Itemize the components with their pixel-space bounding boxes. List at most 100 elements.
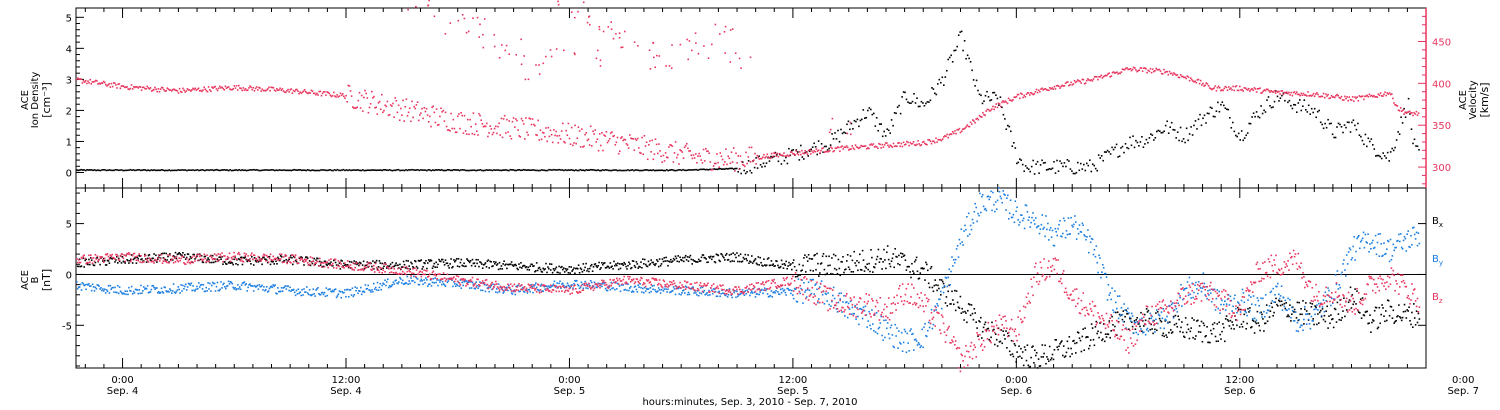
velocity-series-point bbox=[674, 141, 677, 143]
velocity-series-point bbox=[721, 158, 724, 161]
series-by-point bbox=[117, 285, 119, 287]
series-bx-point bbox=[1129, 317, 1131, 320]
series-bx-point bbox=[106, 259, 109, 262]
series-bx-point bbox=[1050, 357, 1053, 359]
series-bx-point bbox=[1063, 356, 1066, 358]
series-by-point bbox=[180, 284, 182, 286]
series-bx-point bbox=[394, 264, 396, 267]
velocity-series-point bbox=[743, 164, 745, 167]
velocity-series-point bbox=[1387, 93, 1390, 95]
density-series-point bbox=[679, 169, 681, 171]
velocity-series-point bbox=[792, 153, 794, 155]
density-series-point bbox=[637, 169, 640, 172]
series-bx-point bbox=[194, 258, 196, 260]
velocity-series-point bbox=[822, 147, 824, 149]
velocity-series-point bbox=[620, 137, 622, 139]
velocity-outlier-point bbox=[449, 22, 452, 24]
density-series-point bbox=[546, 169, 549, 172]
series-bx-point bbox=[295, 260, 298, 263]
series-bx-point bbox=[1345, 309, 1348, 311]
series-bx-point bbox=[879, 257, 882, 260]
velocity-outlier-point bbox=[686, 38, 688, 41]
density-series-point bbox=[84, 169, 87, 172]
series-bx-point bbox=[567, 272, 570, 274]
density-series-point bbox=[1310, 107, 1313, 110]
density-series-point bbox=[1395, 139, 1398, 141]
density-series-point bbox=[341, 169, 343, 171]
density-series-point bbox=[923, 105, 926, 107]
density-series-point bbox=[461, 169, 464, 171]
series-by-point bbox=[128, 286, 130, 289]
series-by-point bbox=[99, 288, 101, 290]
velocity-series-point bbox=[897, 142, 899, 144]
series-by-point bbox=[243, 281, 246, 283]
velocity-series-point bbox=[1021, 93, 1023, 95]
velocity-series-point bbox=[1382, 95, 1384, 97]
density-series-point bbox=[673, 169, 675, 172]
series-bx-point bbox=[442, 261, 445, 263]
series-by-point bbox=[719, 295, 721, 298]
density-series-point bbox=[1007, 124, 1009, 127]
velocity-series-point bbox=[1069, 84, 1071, 86]
density-series-point bbox=[372, 169, 374, 171]
series-bx-point bbox=[129, 260, 131, 262]
velocity-series-point bbox=[586, 139, 589, 142]
velocity-series-point bbox=[800, 153, 802, 156]
series-bx-point bbox=[511, 264, 514, 266]
series-bx-point bbox=[478, 265, 480, 268]
velocity-series-point bbox=[835, 147, 838, 150]
series-by-point bbox=[769, 294, 772, 297]
velocity-series-point bbox=[1376, 96, 1379, 98]
velocity-series-point bbox=[1405, 112, 1408, 114]
density-series-point bbox=[1327, 118, 1329, 121]
density-series-point bbox=[146, 169, 148, 172]
velocity-series-point bbox=[1288, 91, 1290, 94]
series-bx-point bbox=[887, 258, 890, 261]
velocity-series-point bbox=[401, 114, 403, 116]
series-bx-point bbox=[985, 329, 988, 332]
series-bx-point bbox=[510, 261, 513, 263]
series-by-point bbox=[130, 290, 132, 292]
series-bx-point bbox=[524, 266, 527, 269]
series-bx-point bbox=[327, 263, 329, 265]
velocity-series-point bbox=[636, 137, 639, 140]
velocity-series-point bbox=[133, 86, 135, 88]
density-series-point bbox=[1074, 172, 1076, 175]
series-bx-point bbox=[1230, 327, 1233, 330]
series-by-point bbox=[215, 285, 218, 288]
series-by-point bbox=[159, 291, 162, 294]
series-bx-point bbox=[900, 256, 903, 258]
series-bx-point bbox=[184, 254, 186, 256]
series-by-point bbox=[279, 290, 282, 293]
series-bx-point bbox=[517, 268, 519, 271]
velocity-series-point bbox=[444, 111, 447, 114]
velocity-series-point bbox=[270, 86, 272, 89]
velocity-outlier-point bbox=[563, 49, 565, 52]
density-series-point bbox=[1059, 160, 1061, 162]
series-bx-point bbox=[597, 265, 599, 267]
velocity-series-point bbox=[1131, 68, 1134, 71]
velocity-series-point bbox=[692, 154, 695, 156]
velocity-series-point bbox=[888, 146, 890, 148]
series-bx-point bbox=[1364, 311, 1367, 313]
density-series-point bbox=[169, 169, 172, 172]
series-bx-point bbox=[1024, 349, 1027, 351]
density-series-point bbox=[415, 169, 418, 171]
density-series-point bbox=[661, 169, 663, 171]
series-bx-point bbox=[1202, 322, 1205, 324]
velocity-series-point bbox=[96, 80, 98, 82]
series-by-point bbox=[630, 291, 633, 293]
series-by-point bbox=[871, 309, 873, 311]
density-series-point bbox=[730, 167, 732, 170]
velocity-series-point bbox=[1117, 73, 1119, 75]
series-bx-point bbox=[1096, 332, 1098, 335]
velocity-series-point bbox=[159, 88, 162, 90]
series-bx-point bbox=[774, 265, 776, 267]
series-bx-point bbox=[755, 262, 758, 265]
velocity-series-point bbox=[919, 144, 922, 147]
velocity-series-point bbox=[490, 128, 493, 130]
series-by-point bbox=[715, 295, 718, 298]
series-bx-point bbox=[1347, 301, 1350, 303]
series-bx-point bbox=[233, 258, 235, 261]
series-bx-point bbox=[1276, 303, 1278, 306]
